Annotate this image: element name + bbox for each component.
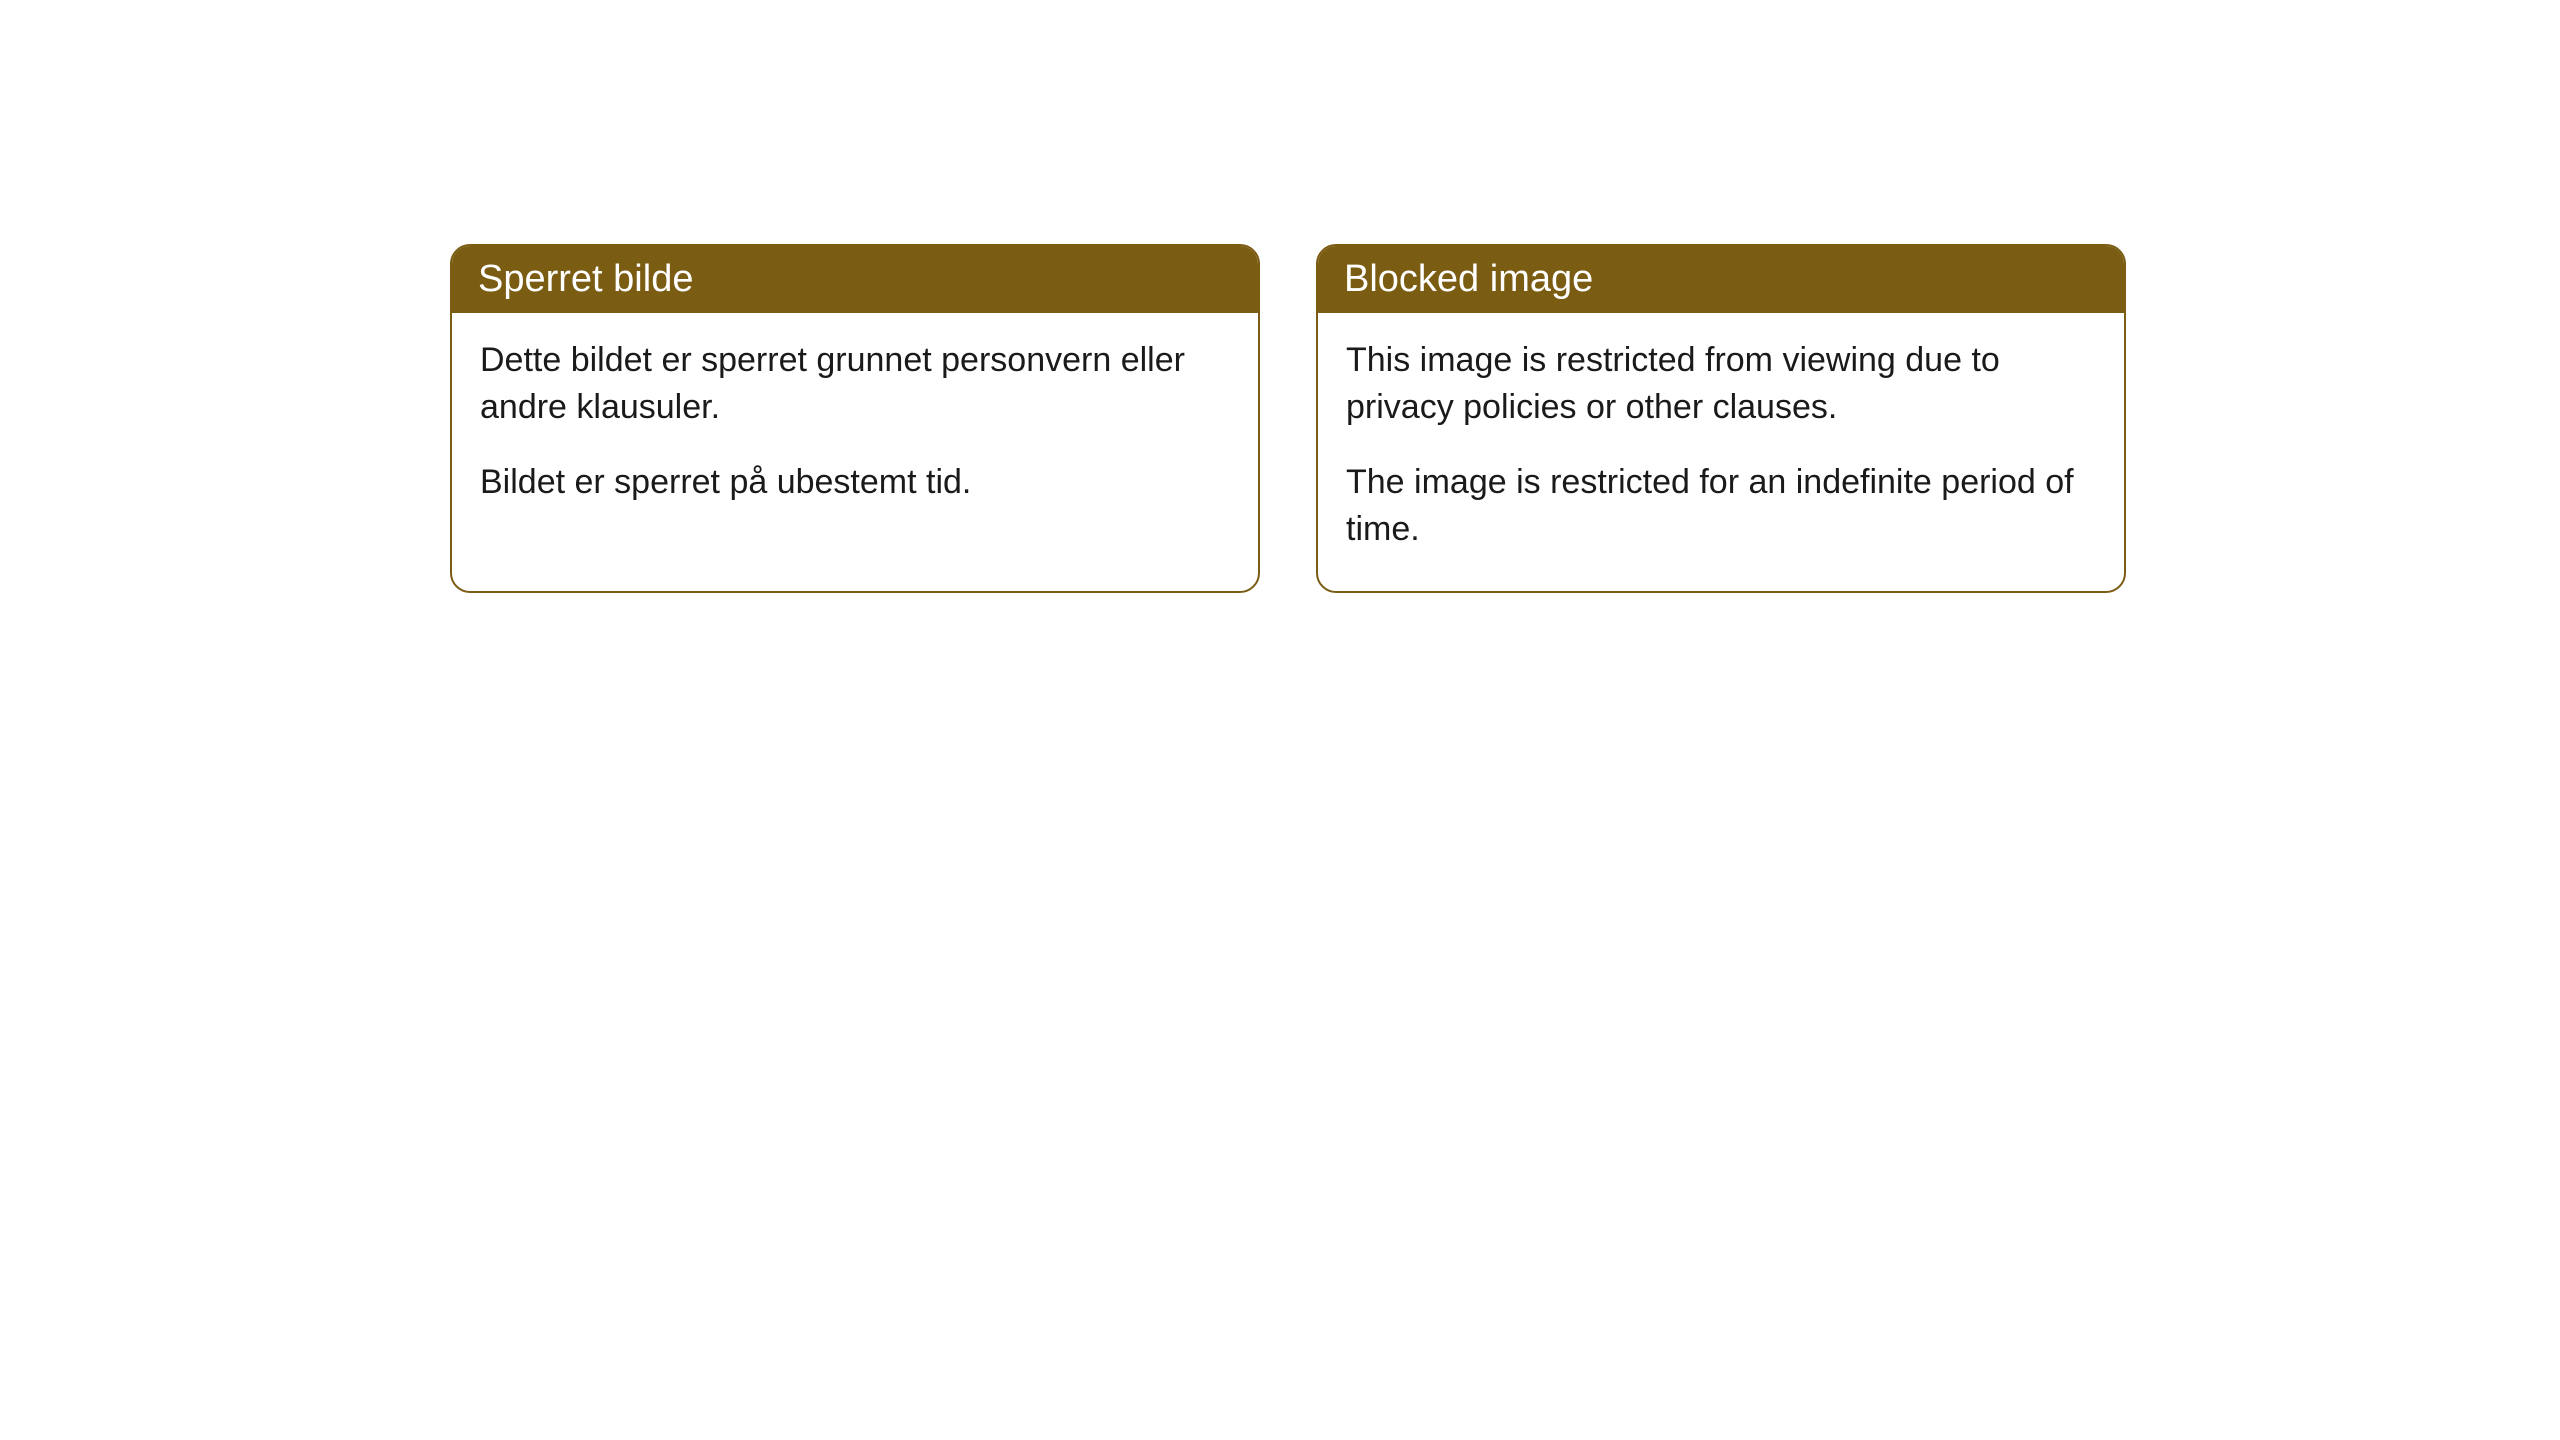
card-paragraph-2-no: Bildet er sperret på ubestemt tid. — [480, 459, 1230, 506]
card-header-no: Sperret bilde — [452, 246, 1258, 313]
card-body-en: This image is restricted from viewing du… — [1318, 313, 2124, 591]
card-paragraph-1-no: Dette bildet er sperret grunnet personve… — [480, 337, 1230, 431]
card-paragraph-2-en: The image is restricted for an indefinit… — [1346, 459, 2096, 553]
card-title-no: Sperret bilde — [478, 258, 693, 300]
card-title-en: Blocked image — [1344, 258, 1593, 300]
blocked-image-card-en: Blocked image This image is restricted f… — [1316, 244, 2126, 593]
card-body-no: Dette bildet er sperret grunnet personve… — [452, 313, 1258, 544]
blocked-image-card-no: Sperret bilde Dette bildet er sperret gr… — [450, 244, 1260, 593]
card-header-en: Blocked image — [1318, 246, 2124, 313]
notice-cards-container: Sperret bilde Dette bildet er sperret gr… — [0, 0, 2560, 593]
card-paragraph-1-en: This image is restricted from viewing du… — [1346, 337, 2096, 431]
